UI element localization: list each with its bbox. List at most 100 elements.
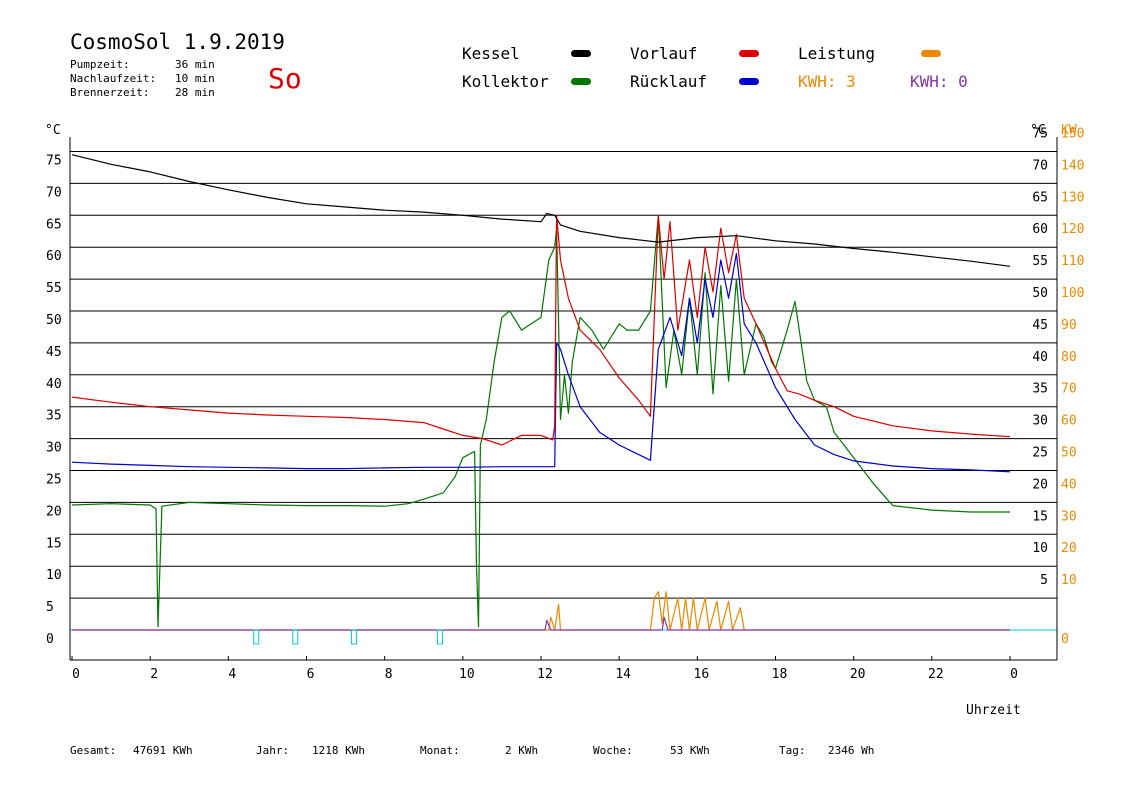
legend-vorlauf: Vorlauf bbox=[630, 44, 698, 63]
stat-label-nachlaufzeit: Nachlaufzeit: bbox=[70, 72, 157, 85]
footer-tag-value: 2346 Wh bbox=[828, 744, 875, 757]
legend-marker-ruecklauf bbox=[739, 78, 759, 85]
day-label: So bbox=[268, 62, 302, 95]
baseline-marker-1 bbox=[292, 629, 299, 645]
legend-marker-kessel bbox=[571, 50, 591, 57]
footer-gesamt-label: Gesamt: bbox=[70, 744, 117, 757]
chart-ticks: 0510152025303540455055606570755101520253… bbox=[46, 127, 1084, 683]
y-axis-unit-right-celsius: °C bbox=[1030, 123, 1046, 138]
y-tick-right-kw-110: 110 bbox=[1061, 254, 1084, 269]
y-tick-left-45: 45 bbox=[46, 345, 62, 360]
footer-monat-label: Monat: bbox=[420, 744, 460, 757]
y-tick-right-kw-30: 30 bbox=[1061, 509, 1077, 524]
stat-value-nachlaufzeit: 10 min bbox=[175, 72, 215, 85]
y-tick-left-20: 20 bbox=[46, 504, 62, 519]
y-tick-right-kw-120: 120 bbox=[1061, 222, 1084, 237]
y-tick-right-kw-0: 0 bbox=[1061, 632, 1069, 647]
y-tick-right-kw-60: 60 bbox=[1061, 414, 1077, 429]
x-tick-11: 22 bbox=[928, 667, 944, 682]
y-tick-right-c-35: 35 bbox=[1032, 382, 1048, 397]
y-tick-right-kw-150: 150 bbox=[1061, 127, 1084, 142]
y-tick-right-kw-10: 10 bbox=[1061, 573, 1077, 588]
y-axis-unit-right-kw: KW bbox=[1061, 123, 1077, 138]
x-tick-2: 4 bbox=[228, 667, 236, 682]
baseline-marker-3 bbox=[436, 629, 443, 645]
y-tick-right-kw-130: 130 bbox=[1061, 190, 1084, 205]
y-tick-right-c-50: 50 bbox=[1032, 286, 1048, 301]
y-tick-right-kw-100: 100 bbox=[1061, 286, 1084, 301]
legend-kwh-2: KWH: 0 bbox=[910, 72, 968, 91]
y-tick-left-0: 0 bbox=[46, 632, 54, 647]
footer-woche-value: 53 KWh bbox=[670, 744, 710, 757]
legend-kwh-1: KWH: 3 bbox=[798, 72, 856, 91]
y-tick-right-c-20: 20 bbox=[1032, 477, 1048, 492]
y-tick-left-15: 15 bbox=[46, 536, 62, 551]
y-tick-left-5: 5 bbox=[46, 600, 54, 615]
page-title: CosmoSol 1.9.2019 bbox=[70, 30, 285, 54]
footer-gesamt-value: 47691 KWh bbox=[133, 744, 193, 757]
y-tick-left-50: 50 bbox=[46, 313, 62, 328]
x-tick-6: 12 bbox=[537, 667, 553, 682]
y-tick-left-25: 25 bbox=[46, 473, 62, 488]
legend-leistung: Leistung bbox=[798, 44, 876, 63]
y-tick-right-kw-140: 140 bbox=[1061, 158, 1084, 173]
series-vorlauf bbox=[71, 214, 1011, 446]
legend-marker-kollektor bbox=[571, 78, 591, 85]
x-tick-0: 0 bbox=[72, 667, 80, 682]
x-tick-8: 16 bbox=[694, 667, 710, 682]
y-tick-right-c-70: 70 bbox=[1032, 158, 1048, 173]
baseline-marker-0 bbox=[253, 629, 260, 645]
y-tick-right-c-45: 45 bbox=[1032, 318, 1048, 333]
x-tick-9: 18 bbox=[772, 667, 788, 682]
y-tick-right-kw-50: 50 bbox=[1061, 446, 1077, 461]
series-ruecklauf bbox=[71, 253, 1011, 473]
y-tick-left-75: 75 bbox=[46, 154, 62, 169]
y-tick-right-c-30: 30 bbox=[1032, 414, 1048, 429]
y-tick-left-55: 55 bbox=[46, 281, 62, 296]
legend-marker-vorlauf bbox=[739, 50, 759, 57]
y-tick-left-40: 40 bbox=[46, 377, 62, 392]
y-tick-right-c-55: 55 bbox=[1032, 254, 1048, 269]
series-leistung bbox=[72, 591, 1010, 631]
y-axis-unit-left: °C bbox=[45, 123, 61, 138]
y-tick-right-c-10: 10 bbox=[1032, 541, 1048, 556]
y-tick-left-10: 10 bbox=[46, 568, 62, 583]
stat-label-pumpzeit: Pumpzeit: bbox=[70, 58, 130, 71]
baseline-marker-2 bbox=[350, 629, 357, 645]
x-tick-4: 8 bbox=[385, 667, 393, 682]
legend-marker-leistung bbox=[921, 50, 941, 57]
chart-axes bbox=[69, 137, 1058, 661]
x-tick-3: 6 bbox=[307, 667, 315, 682]
y-tick-left-30: 30 bbox=[46, 441, 62, 456]
x-tick-12: 0 bbox=[1010, 667, 1018, 682]
footer-tag-label: Tag: bbox=[779, 744, 806, 757]
x-tick-7: 14 bbox=[615, 667, 631, 682]
legend-kessel: Kessel bbox=[462, 44, 520, 63]
x-tick-5: 10 bbox=[459, 667, 475, 682]
stat-label-brennerzeit: Brennerzeit: bbox=[70, 86, 150, 99]
y-tick-left-60: 60 bbox=[46, 249, 62, 264]
y-tick-right-c-60: 60 bbox=[1032, 222, 1048, 237]
chart-series bbox=[71, 154, 1011, 645]
footer-jahr-value: 1218 KWh bbox=[312, 744, 365, 757]
y-tick-right-c-65: 65 bbox=[1032, 190, 1048, 205]
legend-ruecklauf: Rücklauf bbox=[630, 72, 708, 91]
y-tick-left-65: 65 bbox=[46, 217, 62, 232]
series-kessel bbox=[71, 154, 1011, 267]
footer-woche-label: Woche: bbox=[593, 744, 633, 757]
series-kwh-2 bbox=[72, 616, 1010, 631]
y-tick-right-c-75: 75 bbox=[1032, 127, 1048, 142]
stat-value-brennerzeit: 28 min bbox=[175, 86, 215, 99]
y-tick-right-c-25: 25 bbox=[1032, 446, 1048, 461]
stat-value-pumpzeit: 36 min bbox=[175, 58, 215, 71]
y-tick-left-35: 35 bbox=[46, 409, 62, 424]
y-tick-right-kw-20: 20 bbox=[1061, 541, 1077, 556]
y-tick-left-70: 70 bbox=[46, 185, 62, 200]
y-tick-right-c-5: 5 bbox=[1040, 573, 1048, 588]
y-tick-right-kw-90: 90 bbox=[1061, 318, 1077, 333]
y-tick-right-kw-80: 80 bbox=[1061, 350, 1077, 365]
y-tick-right-kw-40: 40 bbox=[1061, 477, 1077, 492]
y-tick-right-kw-70: 70 bbox=[1061, 382, 1077, 397]
footer-monat-value: 2 KWh bbox=[505, 744, 539, 757]
x-tick-1: 2 bbox=[150, 667, 158, 682]
